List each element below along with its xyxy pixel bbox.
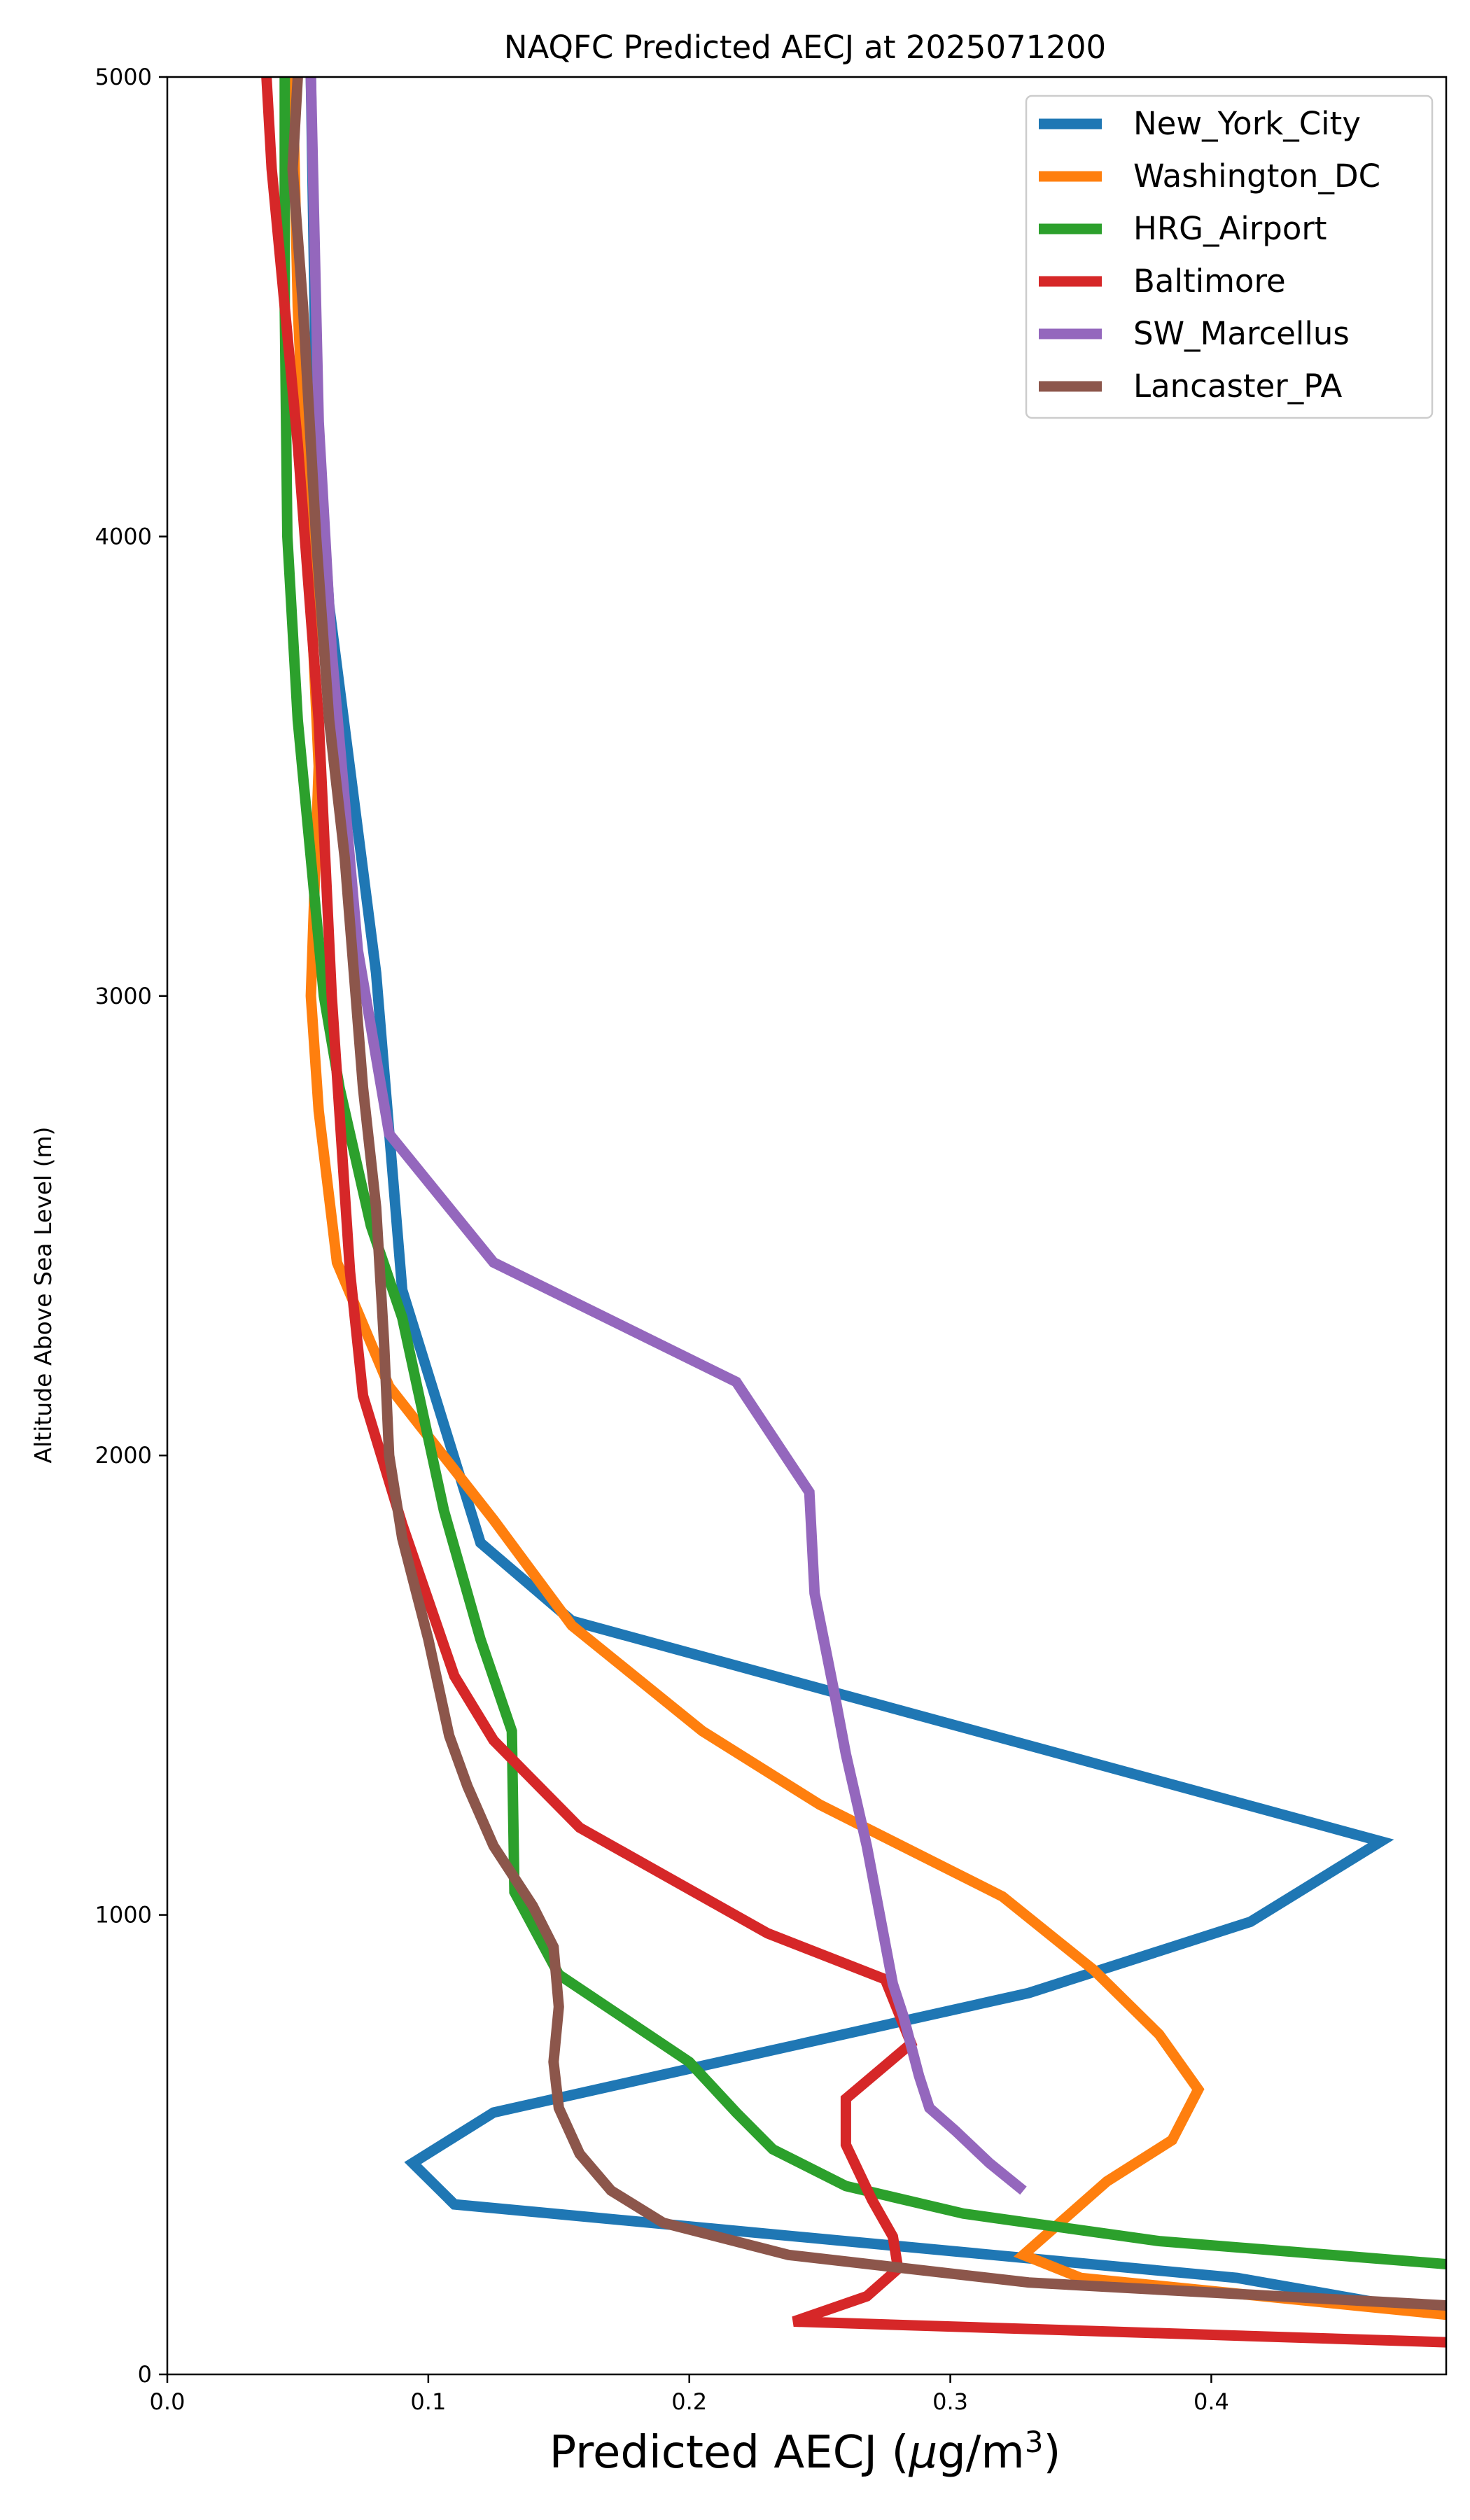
axes-frame xyxy=(166,76,1448,2376)
plot-lines xyxy=(261,77,1446,2348)
y-tick-label: 2000 xyxy=(95,1442,152,1469)
chart-title: NAQFC Predicted AECJ at 2025071200 xyxy=(504,29,1106,66)
legend-label-new-york-city: New_York_City xyxy=(1133,105,1361,142)
legend-label-sw-marcellus: SW_Marcellus xyxy=(1133,315,1350,352)
y-tick-label: 1000 xyxy=(95,1902,152,1928)
series-line-washington-dc xyxy=(287,77,1446,2320)
x-tick-label: 0.4 xyxy=(1194,2388,1229,2415)
legend-label-washington-dc: Washington_DC xyxy=(1133,158,1380,195)
y-axis-label: Altitude Above Sea Level (m) xyxy=(29,1127,57,1464)
x-axis: 0.0 0.1 0.2 0.3 0.4 xyxy=(150,2374,1229,2415)
y-tick-label: 4000 xyxy=(95,523,152,550)
legend-label-lancaster-pa: Lancaster_PA xyxy=(1133,368,1343,405)
series-line-baltimore xyxy=(261,77,1446,2348)
y-tick-label: 3000 xyxy=(95,983,152,1009)
y-tick-label: 5000 xyxy=(95,64,152,90)
legend-label-baltimore: Baltimore xyxy=(1133,262,1286,300)
series-line-sw-marcellus xyxy=(305,77,1027,2195)
x-tick-label: 0.1 xyxy=(410,2388,446,2415)
x-tick-label: 0.3 xyxy=(932,2388,968,2415)
series-line-lancaster-pa xyxy=(287,77,1446,2311)
series-line-hrg-airport xyxy=(279,77,1446,2269)
y-axis: 0 1000 2000 3000 4000 5000 xyxy=(95,64,167,2388)
x-axis-label: Predicted AECJ (μg/m3) xyxy=(550,2425,1061,2479)
x-tick-label: 0.2 xyxy=(671,2388,707,2415)
series-line-new-york-city xyxy=(305,77,1446,2320)
legend: New_York_City Washington_DC HRG_Airport Bal… xyxy=(1025,94,1434,419)
legend-box xyxy=(1025,94,1434,419)
x-tick-label: 0.0 xyxy=(150,2388,186,2415)
y-tick-label: 0 xyxy=(138,2361,152,2388)
legend-label-hrg-airport: HRG_Airport xyxy=(1133,210,1327,247)
